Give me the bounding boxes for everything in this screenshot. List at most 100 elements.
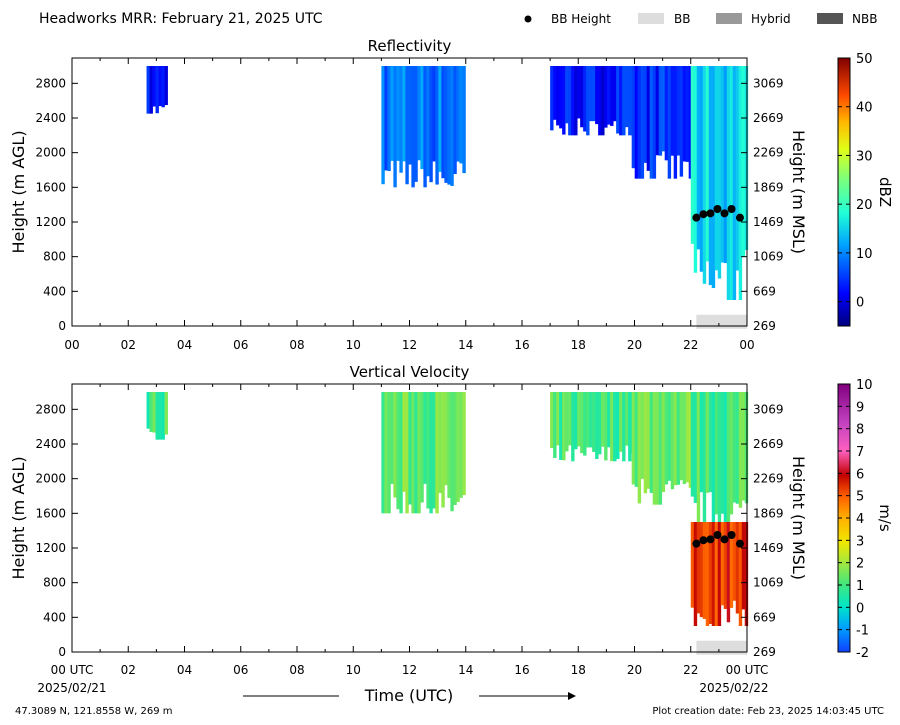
echo-column <box>414 66 418 182</box>
echo-column <box>720 392 725 514</box>
echo-column <box>625 66 629 128</box>
y-tick-label: 2000 <box>35 146 66 160</box>
bb-type-bar <box>696 640 747 655</box>
echo-column <box>586 66 590 136</box>
echo-column <box>550 392 554 449</box>
echo-column <box>711 392 716 522</box>
echo-segment <box>550 66 635 136</box>
echo-segment <box>690 66 749 300</box>
echo-column <box>459 66 463 164</box>
echo-column <box>688 392 693 488</box>
y2-tick-label: 269 <box>753 319 776 333</box>
y2-tick-label: 1869 <box>753 506 784 520</box>
echo-column <box>631 392 636 485</box>
bb-height-point <box>735 213 744 222</box>
colorbar-tick-label: 10 <box>856 378 873 393</box>
echo-column <box>741 522 746 610</box>
echo-column <box>646 392 651 489</box>
echo-column <box>661 66 666 152</box>
colorbar-tick-label: 50 <box>856 52 873 67</box>
echo-column <box>453 392 457 505</box>
echo-column <box>738 392 743 508</box>
echo-column <box>146 392 150 429</box>
colorbar-tick-label: 4 <box>856 512 864 527</box>
x-axis-title: Time (UTC) <box>364 686 453 705</box>
echo-column <box>447 66 451 185</box>
echo-column <box>577 66 581 119</box>
echo-column <box>702 392 707 522</box>
echo-column <box>574 66 578 136</box>
echo-column <box>685 66 690 162</box>
echo-column <box>652 392 657 505</box>
echo-column <box>646 66 651 171</box>
echo-column <box>435 392 439 514</box>
echo-column <box>601 66 605 136</box>
echo-column <box>649 392 654 493</box>
echo-column <box>423 392 427 484</box>
echo-column <box>574 392 578 450</box>
echo-column <box>723 392 728 522</box>
echo-column <box>643 392 648 494</box>
y2-axis-label: Height (m MSL) <box>789 130 808 254</box>
echo-column <box>559 392 563 460</box>
echo-column <box>732 66 737 300</box>
echo-column <box>622 392 626 462</box>
echo-column <box>595 66 599 125</box>
y2-tick-label: 2669 <box>753 437 784 451</box>
echo-segment <box>690 392 749 522</box>
x-tick-label: 08 <box>289 338 304 352</box>
echo-column <box>705 392 710 493</box>
echo-column <box>667 392 672 481</box>
echo-column <box>714 522 719 626</box>
echo-column <box>667 66 672 179</box>
y2-tick-label: 1869 <box>753 180 784 194</box>
echo-column <box>396 392 400 510</box>
legend-label-nbb: NBB <box>852 12 877 26</box>
echo-column <box>152 392 156 433</box>
panel-title: Reflectivity <box>368 37 452 55</box>
echo-column <box>405 392 409 514</box>
colorbar-tick-label: 40 <box>856 101 873 116</box>
echo-column <box>565 66 569 124</box>
echo-column <box>729 66 734 300</box>
echo-column <box>444 66 448 183</box>
echo-column <box>417 66 421 161</box>
echo-segments <box>146 66 749 300</box>
echo-column <box>631 66 636 169</box>
echo-column <box>735 66 740 271</box>
bb-height-point <box>706 535 715 544</box>
echo-column <box>670 392 675 490</box>
echo-column <box>717 392 722 522</box>
echo-column <box>562 392 566 461</box>
echo-column <box>726 66 731 300</box>
y2-tick-label: 1069 <box>753 250 784 264</box>
echo-column <box>381 392 385 514</box>
echo-column <box>429 392 433 514</box>
echo-column <box>556 66 560 126</box>
echo-column <box>568 392 572 446</box>
echo-column <box>399 66 403 173</box>
echo-column <box>411 66 415 188</box>
echo-column <box>592 392 596 452</box>
echo-column <box>592 66 596 122</box>
y-tick-label: 1600 <box>35 506 66 520</box>
echo-column <box>411 392 415 514</box>
echo-column <box>402 392 406 492</box>
legend-bb-swatch <box>638 13 664 24</box>
x-tick-label: 10 <box>346 663 361 677</box>
echo-segment <box>381 66 466 188</box>
echo-column <box>432 66 436 162</box>
echo-column <box>598 392 602 455</box>
echo-column <box>729 522 734 608</box>
x-tick-label: 16 <box>514 663 529 677</box>
echo-column <box>628 66 632 136</box>
echo-column <box>628 392 632 462</box>
y-tick-label: 2800 <box>35 76 66 90</box>
echo-column <box>462 392 466 496</box>
echo-column <box>702 66 707 284</box>
y-tick-label: 400 <box>43 284 66 298</box>
y2-tick-label: 3069 <box>753 402 784 416</box>
time-axis-arrow-right <box>479 692 576 700</box>
